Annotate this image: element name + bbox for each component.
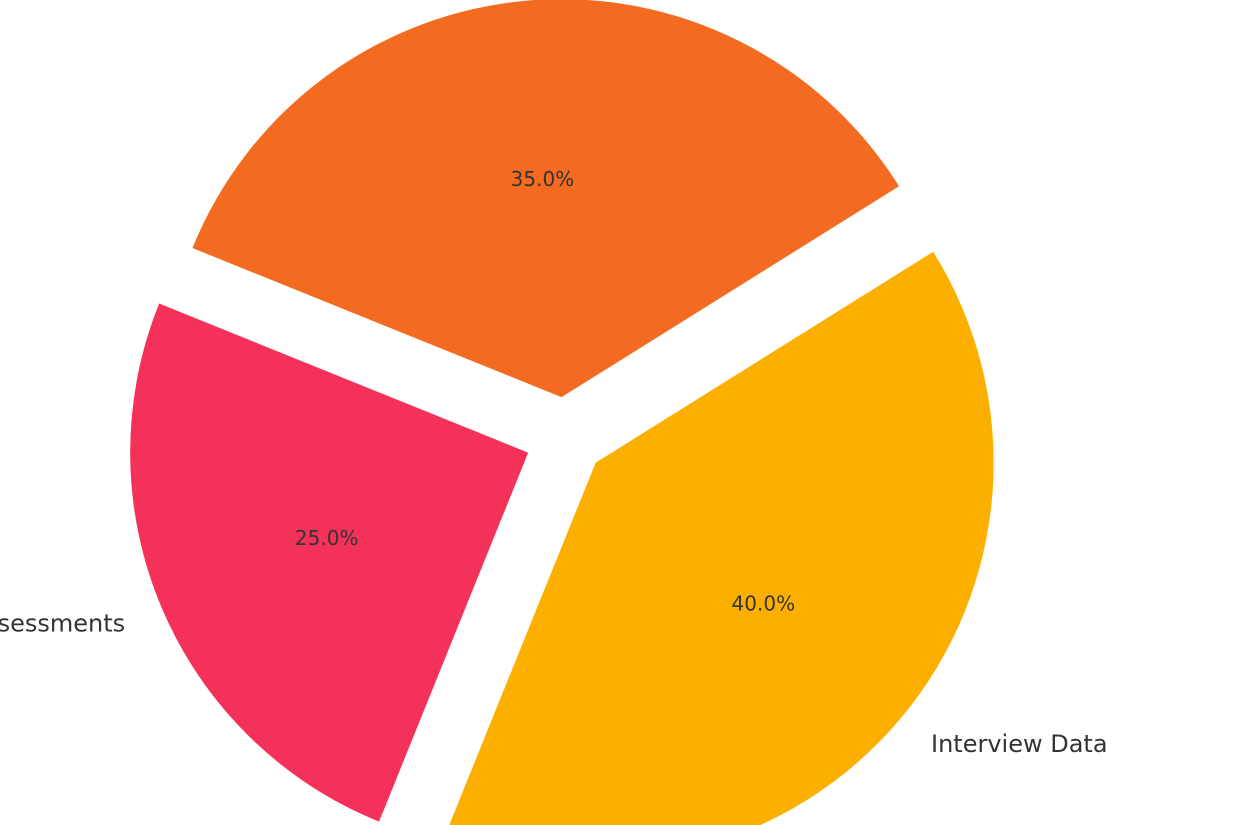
pie-category-label-vulnerability-assessments: Vulnerability Assessments: [0, 610, 125, 638]
pie-category-label-interview-data: Interview Data: [931, 730, 1108, 758]
pie-slice-interview-data: [449, 251, 994, 825]
pie-percent-label-interview-data: 40.0%: [732, 591, 796, 615]
pie-slices: [130, 0, 994, 825]
pie-percent-label-vulnerability-assessments: 25.0%: [295, 526, 359, 550]
pie-slice-vulnerability-assessments: [130, 303, 529, 822]
pie-slice-case-study-analysis: [192, 0, 900, 398]
pie-percent-label-case-study-analysis: 35.0%: [511, 167, 575, 191]
